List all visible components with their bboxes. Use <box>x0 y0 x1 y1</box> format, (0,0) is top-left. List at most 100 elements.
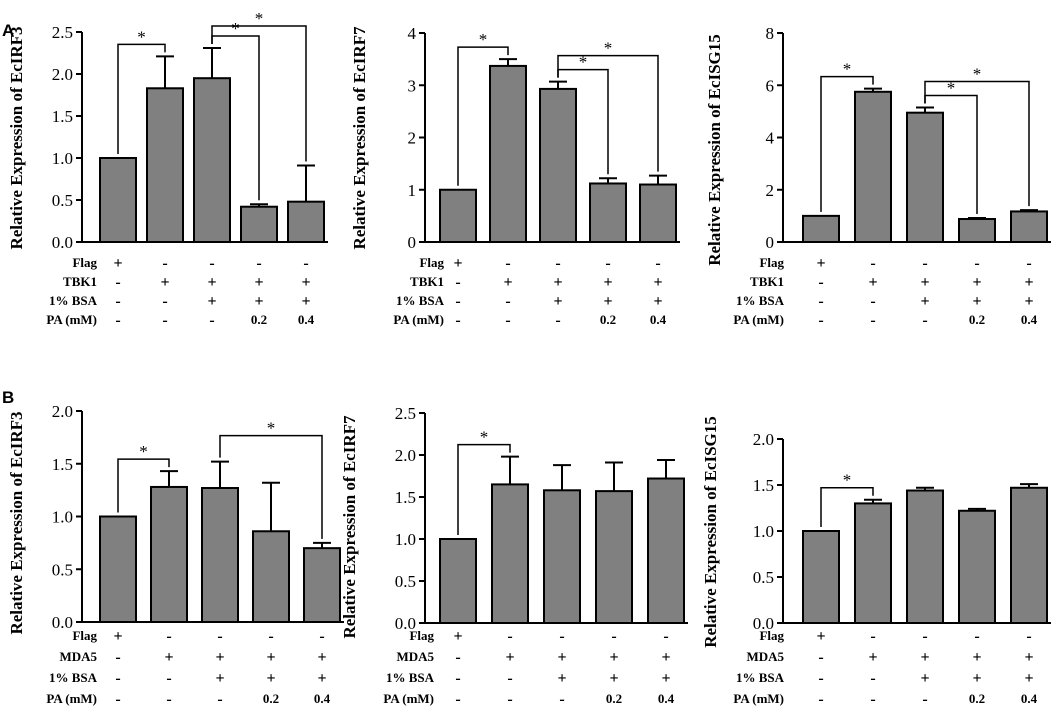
condition-mark: + <box>453 255 462 272</box>
condition-mark: + <box>301 274 310 291</box>
condition-mark: + <box>301 293 310 310</box>
condition-mark: + <box>160 274 169 291</box>
significance-star: * <box>479 30 488 49</box>
y-tick-label: 8 <box>766 24 775 43</box>
condition-mark: - <box>605 255 610 272</box>
condition-mark: - <box>455 649 460 666</box>
bar <box>1010 210 1048 243</box>
y-tick-label: 0.5 <box>52 560 73 579</box>
condition-mark: 0.2 <box>969 312 985 327</box>
y-tick-label: 2.5 <box>395 404 416 423</box>
condition-mark: + <box>972 293 981 310</box>
condition-mark: + <box>603 274 612 291</box>
condition-mark: - <box>162 312 167 329</box>
condition-mark: + <box>661 670 670 687</box>
condition-mark: - <box>166 691 171 708</box>
bar <box>439 188 477 243</box>
condition-mark: - <box>217 691 222 708</box>
condition-mark: - <box>455 312 460 329</box>
condition-mark: - <box>115 649 120 666</box>
y-axis-label: Relative Expression of EcISG15 <box>701 416 720 648</box>
condition-mark: + <box>317 649 326 666</box>
condition-mark: + <box>164 649 173 666</box>
bar <box>854 502 892 624</box>
condition-mark: + <box>653 274 662 291</box>
bar <box>99 157 137 243</box>
significance-bracket <box>820 75 874 212</box>
condition-mark: - <box>611 628 616 645</box>
significance-star: * <box>137 27 146 46</box>
condition-label: TBK1 <box>410 274 444 289</box>
condition-mark: + <box>816 255 825 272</box>
condition-label: Flag <box>72 255 97 270</box>
condition-label: PA (mM) <box>46 312 97 327</box>
condition-mark: + <box>254 274 263 291</box>
condition-label: Flag <box>72 628 97 643</box>
significance-star: * <box>480 428 489 447</box>
bar <box>193 77 231 243</box>
condition-label: MDA5 <box>396 649 434 664</box>
y-axis-label: Relative Expression of EcIRF3 <box>7 411 26 634</box>
condition-label: 1% BSA <box>736 670 785 685</box>
condition-label: 1% BSA <box>736 293 785 308</box>
condition-mark: - <box>505 293 510 310</box>
bar <box>287 200 325 243</box>
condition-mark: + <box>503 274 512 291</box>
y-tick-label: 1.5 <box>52 107 73 126</box>
bar <box>595 490 633 624</box>
condition-mark: - <box>818 274 823 291</box>
condition-mark: - <box>115 293 120 310</box>
condition-mark: + <box>868 649 877 666</box>
condition-label: PA (mM) <box>383 691 434 706</box>
y-tick-label: 0.5 <box>52 191 73 210</box>
condition-mark: - <box>455 274 460 291</box>
condition-mark: - <box>319 628 324 645</box>
condition-mark: - <box>166 670 171 687</box>
bar <box>146 87 184 243</box>
condition-mark: + <box>215 670 224 687</box>
significance-star: * <box>604 39 613 58</box>
y-tick-label: 2.0 <box>395 446 416 465</box>
chart-3: 0 2 4 6 8 Relative Expression of EcISG15 * * * Fl… <box>705 24 1051 329</box>
condition-mark: - <box>505 312 510 329</box>
condition-label: 1% BSA <box>386 670 435 685</box>
significance-bracket <box>219 434 323 539</box>
condition-mark: + <box>207 274 216 291</box>
bar <box>201 487 239 624</box>
y-tick-label: 0.5 <box>753 568 774 587</box>
condition-mark: + <box>1024 649 1033 666</box>
condition-mark: + <box>603 293 612 310</box>
condition-mark: 0.4 <box>1021 691 1038 706</box>
condition-label: 1% BSA <box>49 293 98 308</box>
y-tick-label: 0 <box>408 233 417 252</box>
condition-label: Flag <box>759 628 784 643</box>
y-tick-label: 1.0 <box>395 530 416 549</box>
bar <box>150 485 188 623</box>
condition-mark: 0.2 <box>263 691 279 706</box>
condition-mark: - <box>655 255 660 272</box>
condition-mark: + <box>1024 670 1033 687</box>
condition-mark: - <box>115 312 120 329</box>
bar <box>240 205 278 243</box>
bar <box>489 64 527 244</box>
y-tick-label: 0.0 <box>753 614 774 633</box>
y-tick-label: 0.0 <box>52 613 73 632</box>
condition-mark: + <box>972 274 981 291</box>
condition-mark: + <box>972 649 981 666</box>
condition-mark: - <box>974 255 979 272</box>
condition-mark: - <box>455 691 460 708</box>
chart-4: 0.0 0.5 1.0 1.5 2.0 Relative Expression of Ec… <box>7 402 344 708</box>
y-tick-label: 2.0 <box>753 430 774 449</box>
y-tick-label: 2 <box>408 129 417 148</box>
significance-bracket <box>457 443 511 535</box>
bar <box>906 489 944 624</box>
condition-mark: - <box>818 670 823 687</box>
bar <box>647 477 685 624</box>
condition-mark: - <box>507 628 512 645</box>
condition-mark: + <box>553 274 562 291</box>
y-tick-label: 0.5 <box>395 572 416 591</box>
condition-mark: - <box>559 628 564 645</box>
condition-mark: - <box>818 293 823 310</box>
condition-mark: - <box>974 628 979 645</box>
